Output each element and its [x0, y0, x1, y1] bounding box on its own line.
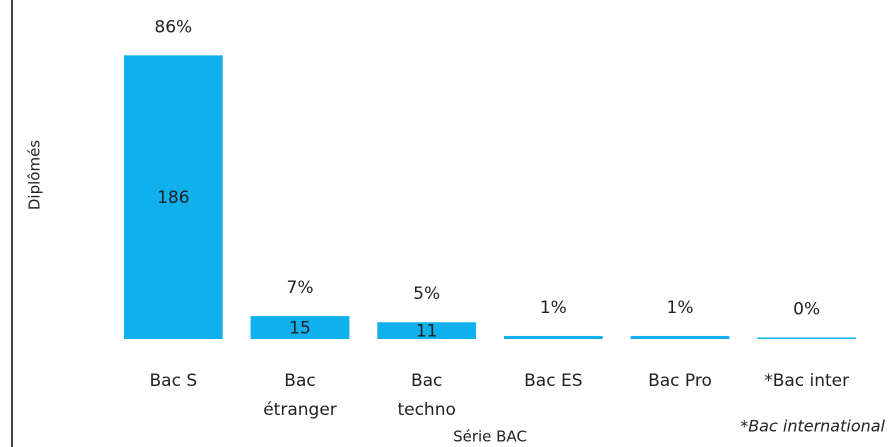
x-tick-label: Bac Pro — [648, 371, 712, 391]
bar — [503, 335, 603, 339]
footnote: *Bac international — [740, 417, 885, 436]
x-tick-label: Bac S — [150, 371, 198, 391]
x-tick-label: *Bac inter — [764, 371, 849, 391]
value-label: 186 — [157, 188, 189, 208]
x-axis-title: Série BAC — [453, 428, 527, 446]
percent-label: 0% — [793, 299, 820, 319]
value-label: 11 — [416, 322, 438, 342]
x-tick-label: Bac étranger — [263, 371, 337, 420]
percent-label: 5% — [413, 284, 440, 304]
bar — [123, 55, 223, 339]
bar — [757, 337, 857, 339]
bar — [630, 335, 730, 339]
value-label: 15 — [289, 319, 311, 339]
percent-label: 86% — [154, 17, 192, 37]
percent-label: 1% — [667, 298, 694, 318]
x-tick-label: Bac ES — [524, 371, 582, 391]
bar — [250, 316, 350, 339]
x-tick-label: Bac techno — [397, 371, 455, 420]
percent-label: 1% — [540, 298, 567, 318]
y-axis-title: Diplômés — [26, 140, 44, 210]
bar — [377, 322, 477, 339]
percent-label: 7% — [287, 278, 314, 298]
